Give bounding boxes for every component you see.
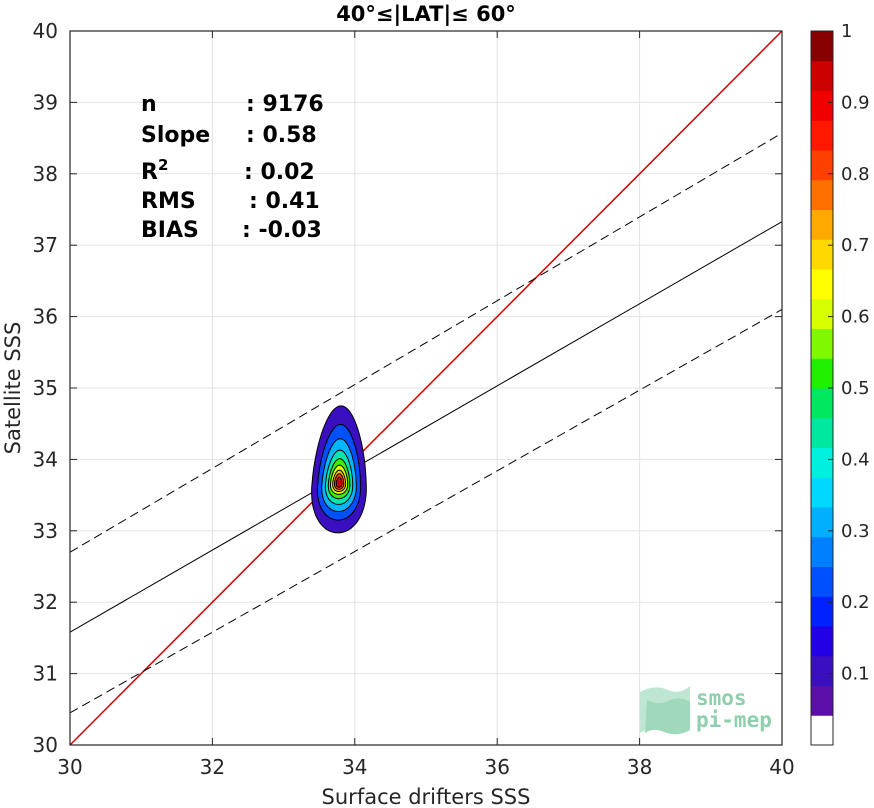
- colorbar-segment: [811, 31, 833, 62]
- chart-title: 40°≤|LAT|≤ 60°: [336, 2, 516, 27]
- colorbar-segment: [811, 239, 833, 270]
- density-contours: [311, 405, 367, 534]
- colorbar-segment: [811, 358, 833, 389]
- colorbar-segment: [811, 596, 833, 627]
- x-tick-label: 30: [57, 755, 82, 779]
- colorbar-segment: [811, 685, 833, 716]
- colorbar-tick-label: 1: [841, 21, 852, 42]
- stat-value: : 0.41: [249, 189, 320, 214]
- x-axis-ticks: 30 32 34 36 38 40: [57, 31, 795, 779]
- line-black-dashed: [70, 132, 782, 553]
- y-tick-label: 31: [33, 662, 58, 686]
- colorbar-segment: [811, 150, 833, 181]
- colorbar-segment: [811, 269, 833, 300]
- stat-value: : 0.02: [244, 160, 315, 185]
- colorbar-tick-label: 0.5: [841, 378, 870, 399]
- statistics-box: n : 9176 Slope : 0.58 R2 : 0.02 RMS : 0.41 BIAS:…: [141, 92, 324, 243]
- colorbar-tick-label: 0.7: [841, 235, 870, 256]
- stat-label: n: [141, 92, 157, 117]
- colorbar: 0.1 0.2 0.3 0.4 0.5 0.6 0.7 0.8 0.9 1: [810, 21, 870, 746]
- stat-value: : 9176: [246, 92, 324, 117]
- colorbar-segment: [811, 655, 833, 686]
- colorbar-tick-label: 0.2: [841, 592, 870, 613]
- x-tick-label: 38: [627, 755, 652, 779]
- colorbar-segment: [811, 60, 833, 91]
- x-axis-label: Surface drifters SSS: [322, 785, 531, 808]
- stat-label: RMS: [141, 189, 196, 214]
- logo-text-smos: smos: [696, 686, 747, 710]
- line-black-solid: [70, 221, 782, 633]
- colorbar-tick-label: 0.4: [841, 449, 870, 470]
- logo-wave-icon-2: [645, 698, 690, 735]
- y-tick-label: 39: [33, 90, 58, 114]
- colorbar-segment: [811, 507, 833, 538]
- colorbar-segment: [811, 715, 833, 746]
- colorbar-segment: [811, 209, 833, 240]
- stat-label: Slope: [141, 123, 210, 148]
- x-tick-label: 36: [484, 755, 509, 779]
- y-tick-label: 32: [33, 590, 58, 614]
- y-tick-label: 34: [33, 447, 58, 471]
- density-contour-level: [335, 476, 343, 488]
- colorbar-segment: [811, 298, 833, 329]
- colorbar-tick-label: 0.1: [841, 664, 870, 685]
- y-tick-label: 35: [33, 376, 58, 400]
- y-axis-label: Satellite SSS: [1, 322, 25, 455]
- colorbar-tick-label: 0.6: [841, 307, 870, 328]
- y-tick-label: 33: [33, 519, 58, 543]
- x-tick-label: 40: [769, 755, 794, 779]
- x-tick-label: 34: [342, 755, 367, 779]
- stat-value: : -0.03: [242, 218, 322, 243]
- regression-lines: [70, 31, 782, 745]
- x-tick-label: 32: [200, 755, 225, 779]
- colorbar-segment: [811, 388, 833, 419]
- y-tick-label: 37: [33, 233, 58, 257]
- line-red-solid: [70, 31, 782, 745]
- y-axis-ticks: 30 31 32 33 34 35 36 37 38 39 40: [33, 19, 782, 757]
- colorbar-segment: [811, 179, 833, 210]
- colorbar-segment: [811, 536, 833, 567]
- colorbar-segment: [811, 566, 833, 597]
- y-tick-label: 40: [33, 19, 58, 43]
- line-black-dashed: [70, 309, 782, 714]
- colorbar-segment: [811, 90, 833, 121]
- colorbar-segment: [811, 477, 833, 508]
- stat-label: BIAS: [141, 218, 199, 243]
- y-tick-label: 38: [33, 162, 58, 186]
- stat-value: : 0.58: [246, 123, 317, 148]
- smos-pi-mep-logo: smos pi-mep: [640, 686, 772, 735]
- y-tick-label: 30: [33, 733, 58, 757]
- colorbar-segment: [811, 626, 833, 657]
- logo-text-pimep: pi-mep: [696, 708, 772, 732]
- colorbar-segment: [811, 417, 833, 448]
- grid-lines: [69, 30, 783, 746]
- stat-label: R2: [141, 156, 168, 185]
- colorbar-segment: [811, 120, 833, 151]
- colorbar-tick-label: 0.8: [841, 164, 870, 185]
- y-tick-label: 36: [33, 305, 58, 329]
- colorbar-segment: [811, 328, 833, 359]
- colorbar-tick-label: 0.3: [841, 521, 870, 542]
- colorbar-tick-label: 0.9: [841, 92, 870, 113]
- colorbar-segment: [811, 447, 833, 478]
